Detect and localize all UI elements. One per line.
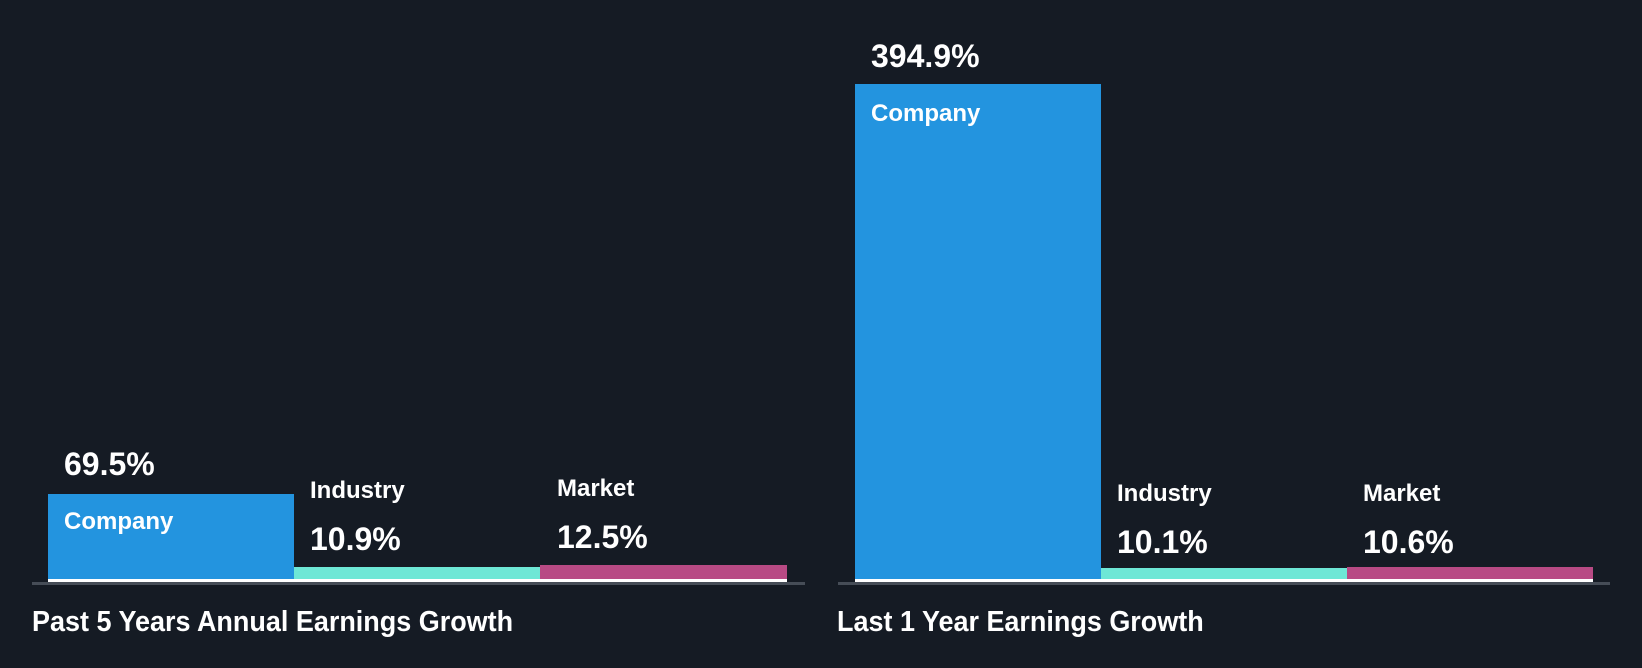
last-1-year-chart: 394.9% Company Industry 10.1% Market 10.…: [821, 0, 1642, 668]
industry-bar: [1101, 568, 1347, 580]
market-value: 10.6%: [1363, 524, 1454, 560]
company-value: 394.9%: [871, 38, 980, 74]
bar-base-strip: [48, 579, 787, 582]
market-bar: [1347, 567, 1593, 580]
industry-value: 10.9%: [310, 521, 401, 557]
chart-title: Last 1 Year Earnings Growth: [837, 606, 1204, 638]
company-label: Company: [64, 508, 174, 535]
industry-bar: [294, 567, 540, 580]
company-bar: [855, 84, 1101, 580]
company-bar: [48, 494, 294, 580]
industry-label: Industry: [1117, 480, 1212, 507]
industry-label: Industry: [310, 477, 405, 504]
company-value: 69.5%: [64, 446, 155, 482]
company-label: Company: [871, 100, 981, 127]
industry-value: 10.1%: [1117, 524, 1208, 560]
x-axis-baseline: [838, 582, 1610, 585]
bar-base-strip: [855, 579, 1593, 582]
x-axis-baseline: [32, 582, 805, 585]
past-5-years-chart: 69.5% Company Industry 10.9% Market 12.5…: [32, 446, 805, 638]
market-bar: [540, 565, 787, 580]
market-value: 12.5%: [557, 519, 648, 555]
market-label: Market: [1363, 480, 1441, 507]
market-label: Market: [557, 475, 635, 502]
chart-title: Past 5 Years Annual Earnings Growth: [32, 606, 514, 638]
